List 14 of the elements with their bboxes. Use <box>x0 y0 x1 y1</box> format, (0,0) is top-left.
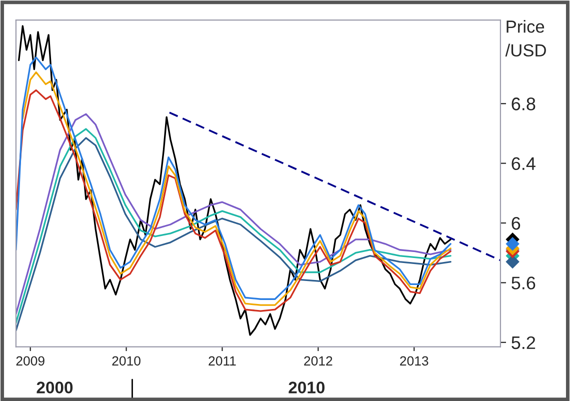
x-tick-label: 2010 <box>112 356 140 366</box>
x-tick-label: 2009 <box>16 356 44 366</box>
y-tick-label: 5.6 <box>512 276 536 290</box>
line-series <box>18 25 452 336</box>
y-axis-title: Price /USD <box>505 20 546 57</box>
text: 2010 <box>288 382 325 394</box>
x-tick-label: 2012 <box>304 356 332 366</box>
y-tick-label: 6.8 <box>512 98 536 110</box>
x-tick-label: 2011 <box>208 356 236 366</box>
y-tick-label: 6 <box>512 216 520 230</box>
y-tick-label: 5.2 <box>512 336 536 350</box>
x-tick-label: 2013 <box>400 356 428 366</box>
text: 2000 <box>36 382 73 394</box>
y-tick-label: 6.4 <box>512 157 536 170</box>
